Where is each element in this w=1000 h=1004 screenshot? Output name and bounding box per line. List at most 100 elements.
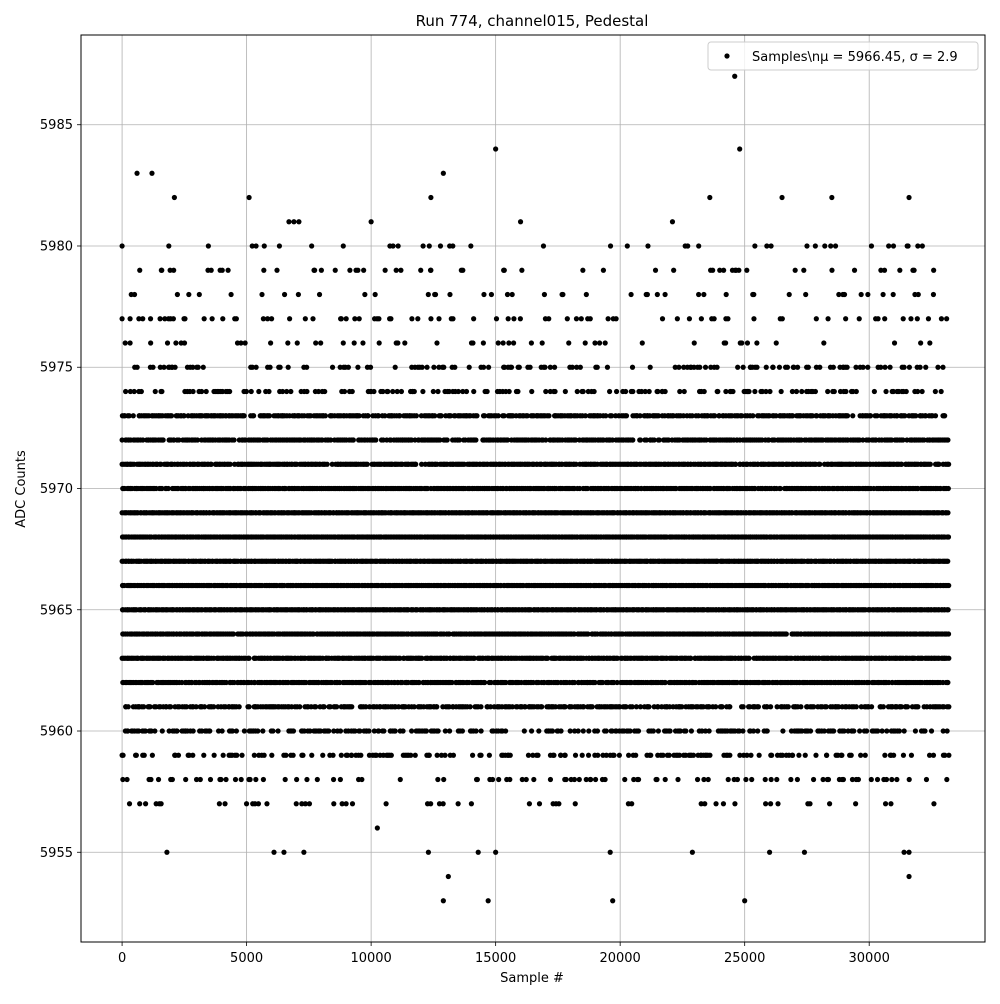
data-point	[442, 753, 447, 758]
data-point	[651, 728, 656, 733]
data-point	[208, 777, 213, 782]
data-point	[297, 704, 302, 709]
data-point	[247, 704, 252, 709]
data-point	[252, 753, 257, 758]
data-point	[884, 777, 889, 782]
data-point	[201, 753, 206, 758]
data-point	[915, 704, 920, 709]
data-point	[294, 801, 299, 806]
data-point	[344, 801, 349, 806]
data-point	[813, 753, 818, 758]
data-point	[469, 801, 474, 806]
data-point	[150, 753, 155, 758]
data-point	[366, 728, 371, 733]
data-point	[338, 777, 343, 782]
data-point	[482, 680, 487, 685]
data-point	[246, 656, 251, 661]
data-point	[576, 728, 581, 733]
data-point	[470, 753, 475, 758]
data-point	[159, 801, 164, 806]
data-point	[487, 753, 492, 758]
data-point	[198, 777, 203, 782]
data-point	[706, 777, 711, 782]
data-point	[743, 777, 748, 782]
data-point	[875, 777, 880, 782]
data-point	[891, 753, 896, 758]
data-point	[593, 777, 598, 782]
data-point	[358, 753, 363, 758]
data-point	[536, 728, 541, 733]
data-point	[824, 753, 829, 758]
data-point	[595, 753, 600, 758]
data-point	[913, 728, 918, 733]
data-point	[763, 801, 768, 806]
data-point	[331, 777, 336, 782]
data-point	[795, 777, 800, 782]
data-point	[856, 777, 861, 782]
data-point	[223, 777, 228, 782]
data-point	[702, 801, 707, 806]
data-point	[527, 801, 532, 806]
data-point	[331, 801, 336, 806]
data-point	[244, 801, 249, 806]
data-point	[946, 583, 951, 588]
data-point	[769, 777, 774, 782]
data-point	[300, 753, 305, 758]
data-point	[909, 753, 914, 758]
data-point	[626, 753, 631, 758]
data-point	[381, 728, 386, 733]
data-point	[531, 777, 536, 782]
data-point	[636, 728, 641, 733]
data-point	[629, 801, 634, 806]
data-point	[435, 777, 440, 782]
data-point	[550, 728, 555, 733]
data-point	[922, 728, 927, 733]
data-point	[156, 777, 161, 782]
data-point	[339, 753, 344, 758]
data-point	[191, 728, 196, 733]
data-point	[636, 777, 641, 782]
data-point	[756, 704, 761, 709]
data-point	[726, 777, 731, 782]
data-point	[253, 777, 258, 782]
data-point	[304, 777, 309, 782]
data-point	[264, 801, 269, 806]
data-point	[183, 777, 188, 782]
data-point	[879, 728, 884, 733]
data-point	[275, 728, 280, 733]
data-point	[784, 631, 789, 636]
data-point	[946, 753, 951, 758]
data-point	[807, 801, 812, 806]
data-point	[882, 753, 887, 758]
data-point	[808, 728, 813, 733]
data-point	[945, 680, 950, 685]
data-point	[857, 728, 862, 733]
data-point	[479, 728, 484, 733]
data-point	[558, 728, 563, 733]
data-point	[460, 728, 465, 733]
data-point	[667, 753, 672, 758]
data-point	[473, 728, 478, 733]
data-point	[152, 728, 157, 733]
data-point	[234, 728, 239, 733]
data-point	[695, 777, 700, 782]
data-point	[291, 753, 296, 758]
data-point	[901, 753, 906, 758]
data-point	[881, 704, 886, 709]
data-point	[242, 728, 247, 733]
data-point	[707, 753, 712, 758]
data-point	[675, 777, 680, 782]
data-point	[490, 777, 495, 782]
data-point	[768, 704, 773, 709]
data-point	[322, 704, 327, 709]
data-point	[732, 801, 737, 806]
data-point	[827, 801, 832, 806]
data-point	[283, 777, 288, 782]
data-point	[727, 753, 732, 758]
data-point	[858, 753, 863, 758]
data-point	[190, 753, 195, 758]
data-point	[507, 777, 512, 782]
data-point	[683, 728, 688, 733]
